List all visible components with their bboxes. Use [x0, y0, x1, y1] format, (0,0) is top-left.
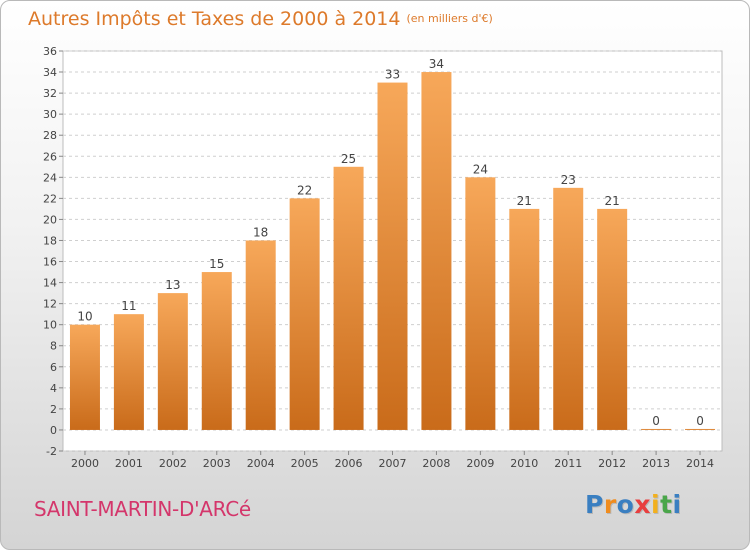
y-tick-label: 26: [43, 150, 57, 163]
y-tick-label: 30: [43, 108, 57, 121]
data-label-2005: 22: [297, 183, 312, 197]
y-tick-label: 12: [43, 298, 57, 311]
data-label-2001: 11: [121, 299, 136, 313]
data-label-2009: 24: [473, 162, 488, 176]
bar-2003: [201, 272, 232, 430]
data-label-2014: 0: [696, 414, 704, 428]
x-axis: 2000 2001 2002 2003 2004 2005 2006 2007 2008 2009…: [71, 451, 714, 470]
y-tick-label: 36: [43, 45, 57, 58]
x-tick-label-2008: 2008: [422, 457, 450, 470]
bar-2013: [641, 428, 672, 430]
chart-title-unit: (en milliers d'€): [406, 12, 493, 25]
bar-2002: [157, 293, 188, 430]
y-tick-label: 20: [43, 213, 57, 226]
y-tick-label: 10: [43, 319, 57, 332]
y-tick-label: 16: [43, 256, 57, 269]
bar-2001: [113, 314, 144, 430]
bar-2009: [465, 177, 496, 430]
y-tick-label: 14: [43, 277, 57, 290]
bar-2005: [289, 198, 320, 430]
data-label-2003: 15: [209, 257, 224, 271]
y-tick-label: 0: [50, 424, 57, 437]
data-label-2007: 33: [385, 68, 400, 82]
y-tick-label: 24: [43, 171, 57, 184]
x-tick-label-2014: 2014: [686, 457, 714, 470]
data-label-2000: 10: [77, 310, 92, 324]
bars: 10 11 13 15 18 22 25 33 34 24 21 23 21 0 0: [69, 57, 716, 430]
logo-letter: r: [603, 490, 617, 519]
y-tick-label: 32: [43, 87, 57, 100]
bar-2010: [509, 208, 540, 430]
bar-2008: [421, 72, 452, 430]
x-tick-label-2000: 2000: [71, 457, 99, 470]
data-label-2010: 21: [517, 194, 532, 208]
x-tick-label-2004: 2004: [247, 457, 275, 470]
logo-letter: o: [616, 490, 635, 519]
proxiti-logo: Proxiti: [585, 490, 682, 519]
y-tick-label: 2: [50, 403, 57, 416]
x-tick-label-2006: 2006: [335, 457, 363, 470]
logo-letter: i: [672, 490, 682, 519]
x-tick-label-2001: 2001: [115, 457, 143, 470]
bar-2014: [685, 428, 716, 430]
y-tick-label: 8: [50, 340, 57, 353]
y-tick-label: 28: [43, 129, 57, 142]
x-tick-label-2002: 2002: [159, 457, 187, 470]
data-label-2013: 0: [652, 414, 660, 428]
y-tick-label: 22: [43, 192, 57, 205]
bar-2011: [553, 187, 584, 430]
x-tick-label-2012: 2012: [598, 457, 626, 470]
chart-title: Autres Impôts et Taxes de 2000 à 2014 (en…: [28, 8, 493, 30]
data-label-2011: 23: [561, 173, 576, 187]
y-tick-label: -2: [46, 445, 57, 458]
town-name: SAINT-MARTIN-D'ARCé: [34, 497, 251, 521]
data-label-2002: 13: [165, 278, 180, 292]
y-tick-label: 4: [50, 382, 57, 395]
bar-2007: [377, 82, 408, 430]
logo-letter: t: [660, 490, 673, 519]
logo-letter: x: [634, 490, 651, 519]
bar-2012: [597, 208, 628, 430]
chart-title-text: Autres Impôts et Taxes de 2000 à 2014: [28, 8, 401, 30]
logo-letter: P: [585, 490, 604, 519]
data-label-2012: 21: [605, 194, 620, 208]
data-label-2006: 25: [341, 152, 356, 166]
x-tick-label-2011: 2011: [554, 457, 582, 470]
x-tick-label-2010: 2010: [510, 457, 538, 470]
bar-2006: [333, 166, 364, 430]
logo-letter: i: [651, 490, 661, 519]
data-label-2004: 18: [253, 225, 268, 239]
bar-2004: [245, 240, 276, 430]
x-tick-label-2013: 2013: [642, 457, 670, 470]
data-label-2008: 34: [429, 57, 444, 71]
y-tick-label: 18: [43, 234, 57, 247]
y-tick-label: 34: [43, 66, 57, 79]
y-tick-label: 6: [50, 361, 57, 374]
x-tick-label-2009: 2009: [466, 457, 494, 470]
x-tick-label-2005: 2005: [291, 457, 319, 470]
x-tick-label-2007: 2007: [379, 457, 407, 470]
bar-2000: [69, 324, 100, 430]
x-tick-label-2003: 2003: [203, 457, 231, 470]
